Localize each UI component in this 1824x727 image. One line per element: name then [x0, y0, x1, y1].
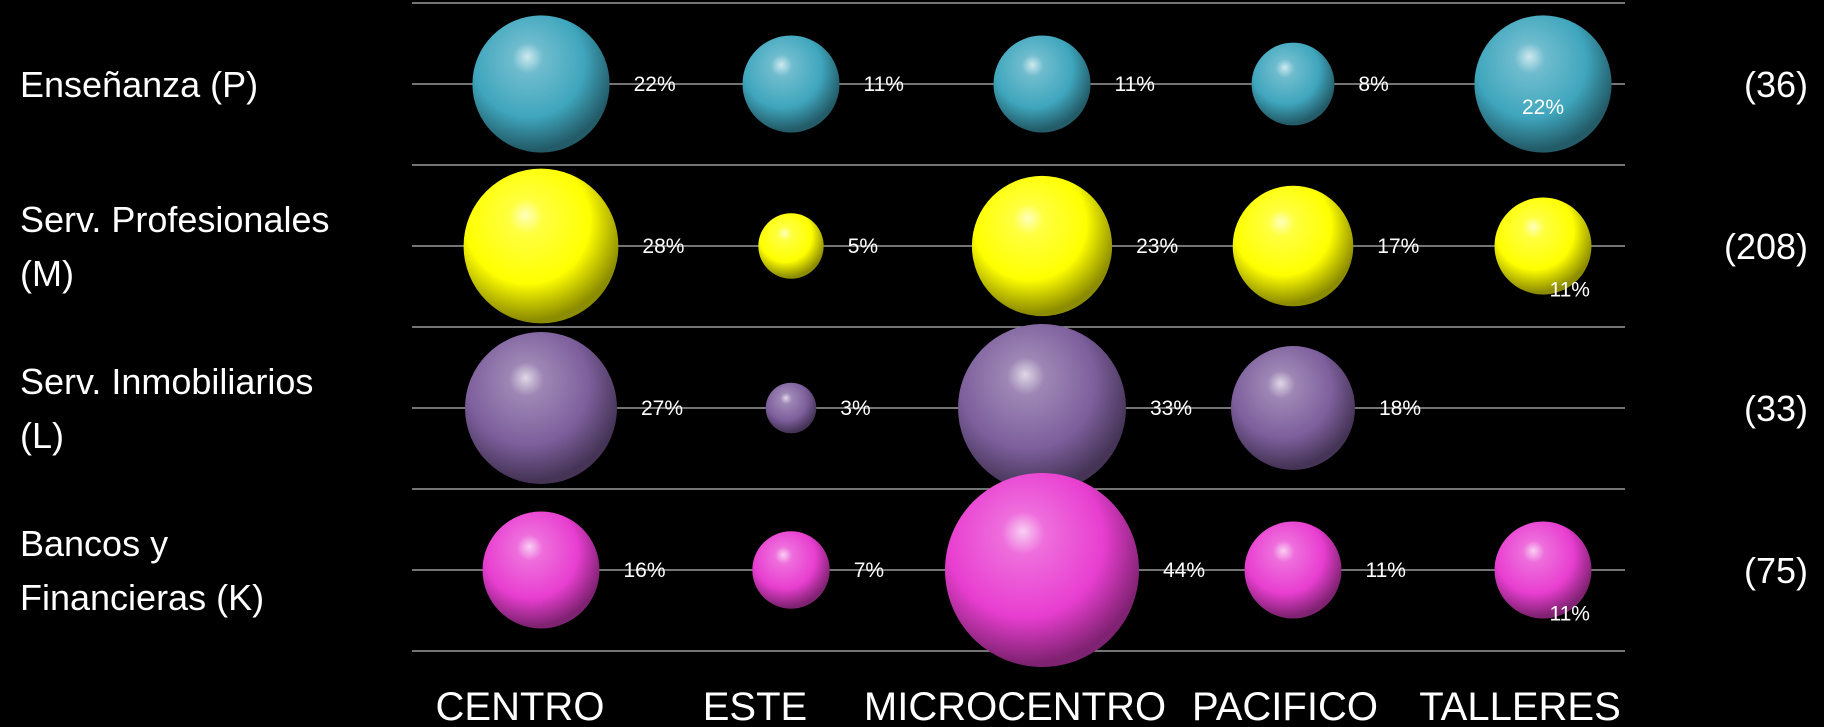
bubble-microcentro — [945, 473, 1139, 667]
value-label: 11% — [864, 73, 904, 96]
row-label: Enseñanza (P) — [20, 64, 258, 105]
bubble-centro — [463, 168, 619, 324]
bubble-microcentro — [971, 175, 1113, 317]
bubble-centro — [465, 332, 617, 484]
bubble-este — [758, 213, 824, 279]
row-count: (33) — [1744, 388, 1808, 429]
value-label: 22% — [1522, 96, 1564, 119]
value-label: 23% — [1136, 235, 1178, 258]
row-count: (75) — [1744, 550, 1808, 591]
bubble-microcentro — [958, 324, 1126, 492]
value-label: 11% — [1549, 603, 1589, 626]
row-label: Serv. Profesionales — [20, 199, 329, 240]
bubble-talleres — [1494, 197, 1592, 295]
bubbles — [463, 15, 1612, 667]
row-label: Bancos y — [20, 523, 168, 564]
value-label: 33% — [1150, 397, 1192, 420]
row-count: (208) — [1724, 226, 1808, 267]
column-label-este: ESTE — [703, 685, 807, 727]
value-label: 17% — [1377, 235, 1419, 258]
column-label-microcentro: MICROCENTRO — [864, 685, 1166, 727]
value-label: 7% — [854, 559, 884, 582]
value-label: 44% — [1163, 559, 1205, 582]
value-label: 18% — [1379, 397, 1421, 420]
value-label: 28% — [642, 235, 684, 258]
value-label: 11% — [1115, 73, 1155, 96]
bubble-centro — [472, 15, 610, 153]
value-label: 3% — [840, 397, 870, 420]
labels: Enseñanza (P) (36) 22% 11% 11% 8% 22% Serv. Pro… — [20, 64, 1808, 727]
value-label: 16% — [624, 559, 666, 582]
row-label: (M) — [20, 253, 74, 294]
bubble-pacifico — [1232, 185, 1354, 307]
bubble-pacifico — [1231, 346, 1355, 470]
column-label-talleres: TALLERES — [1419, 685, 1621, 727]
value-label: 11% — [1549, 279, 1589, 302]
row-label: Financieras (K) — [20, 577, 264, 618]
value-label: 8% — [1358, 73, 1388, 96]
column-label-pacifico: PACIFICO — [1192, 685, 1378, 727]
bubble-talleres — [1474, 15, 1612, 153]
bubble-microcentro — [993, 35, 1091, 133]
column-label-centro: CENTRO — [436, 685, 605, 727]
bubble-pacifico — [1251, 42, 1335, 126]
bubble-este — [765, 382, 817, 434]
value-label: 27% — [641, 397, 683, 420]
value-label: 5% — [848, 235, 878, 258]
row-label: Serv. Inmobiliarios — [20, 361, 313, 402]
bubble-pacifico — [1244, 521, 1342, 619]
row-count: (36) — [1744, 64, 1808, 105]
value-label: 22% — [634, 73, 676, 96]
bubble-este — [752, 531, 830, 609]
bubble-centro — [482, 511, 600, 629]
value-label: 11% — [1366, 559, 1406, 582]
bubble-este — [742, 35, 840, 133]
row-label: (L) — [20, 415, 64, 456]
bubble-talleres — [1494, 521, 1592, 619]
